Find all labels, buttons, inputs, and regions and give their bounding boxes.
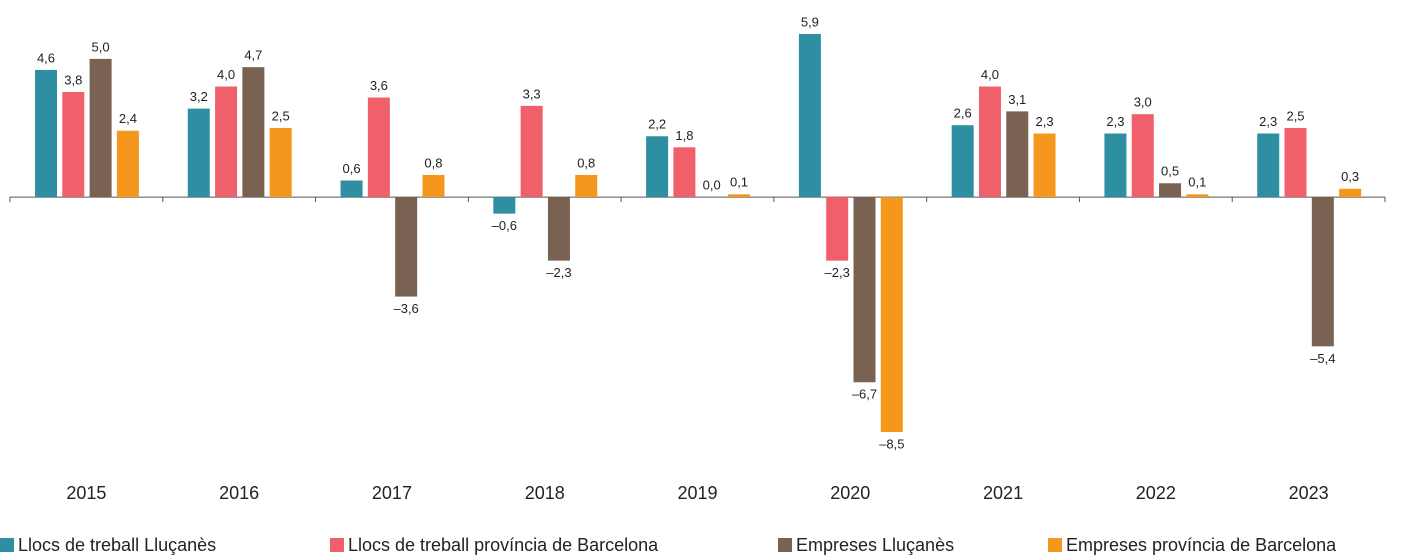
legend-swatch (0, 538, 14, 552)
value-label: –5,4 (1310, 351, 1335, 366)
value-label: 5,0 (92, 39, 110, 54)
value-label: 3,3 (523, 86, 541, 101)
bar (1006, 111, 1029, 198)
bar (340, 180, 363, 198)
bar (215, 86, 238, 198)
bar (728, 194, 751, 198)
value-label: 0,1 (1188, 175, 1206, 190)
value-label: –2,3 (825, 265, 850, 280)
bar (89, 58, 112, 198)
value-label: 0,8 (577, 155, 595, 170)
x-tick-label: 2021 (983, 483, 1023, 503)
value-label: –3,6 (393, 301, 418, 316)
value-label: 4,6 (37, 50, 55, 65)
value-label: 0,5 (1161, 164, 1179, 179)
bar (395, 197, 418, 297)
value-label: –8,5 (879, 436, 904, 451)
value-label: 0,0 (703, 178, 721, 193)
value-label: 3,0 (1134, 95, 1152, 110)
x-tick-label: 2015 (66, 483, 106, 503)
bar (1339, 188, 1362, 198)
x-tick-label: 2017 (372, 483, 412, 503)
value-label: 2,2 (648, 117, 666, 132)
bar (1311, 197, 1334, 347)
bar (1284, 127, 1307, 198)
legend-label: Llocs de treball província de Barcelona (348, 535, 659, 555)
bar (1257, 133, 1280, 198)
bar (1159, 183, 1182, 198)
bar (1033, 133, 1056, 198)
bar (422, 174, 445, 198)
x-tick-label: 2022 (1136, 483, 1176, 503)
value-label: –6,7 (852, 387, 877, 402)
bar (547, 197, 570, 261)
bar (62, 92, 85, 198)
value-label: 4,7 (244, 48, 262, 63)
x-tick-label: 2019 (677, 483, 717, 503)
bar (1131, 114, 1154, 198)
bar (646, 136, 669, 198)
value-label: 3,1 (1008, 92, 1026, 107)
value-label: 3,6 (370, 78, 388, 93)
bar (978, 86, 1001, 198)
x-tick-label: 2020 (830, 483, 870, 503)
bar (826, 197, 849, 261)
bar (673, 147, 696, 198)
bar (853, 197, 876, 383)
legend-swatch (1048, 538, 1062, 552)
bar (1186, 194, 1209, 198)
legend-label: Llocs de treball Lluçanès (18, 535, 216, 555)
value-label: 3,2 (190, 89, 208, 104)
bar (880, 197, 903, 432)
value-label: 0,1 (730, 175, 748, 190)
value-label: 0,8 (424, 155, 442, 170)
bar (269, 127, 292, 198)
value-label: 4,0 (981, 67, 999, 82)
value-label: 2,3 (1036, 114, 1054, 129)
bar (187, 108, 210, 198)
bar (35, 69, 57, 198)
value-label: 2,3 (1259, 114, 1277, 129)
value-label: 2,5 (272, 108, 290, 123)
x-tick-label: 2016 (219, 483, 259, 503)
bar (951, 125, 974, 198)
value-label: 2,4 (119, 111, 137, 126)
legend-swatch (778, 538, 792, 552)
x-tick-label: 2018 (525, 483, 565, 503)
bar (493, 197, 516, 214)
legend-swatch (330, 538, 344, 552)
legend-label: Empreses província de Barcelona (1066, 535, 1337, 555)
value-label: 2,5 (1286, 108, 1304, 123)
legend-label: Empreses Lluçanès (796, 535, 954, 555)
value-label: –2,3 (546, 265, 571, 280)
bar (520, 105, 543, 198)
value-label: 3,8 (64, 72, 82, 87)
bar (116, 130, 139, 198)
value-label: 4,0 (217, 67, 235, 82)
value-label: 0,6 (343, 161, 361, 176)
value-label: 0,3 (1341, 169, 1359, 184)
bar (242, 67, 265, 198)
x-tick-label: 2023 (1289, 483, 1329, 503)
bar (1104, 133, 1127, 198)
bar (798, 34, 821, 198)
bar (575, 174, 598, 198)
value-label: –0,6 (492, 218, 517, 233)
value-label: 5,9 (801, 14, 819, 29)
value-label: 2,6 (954, 106, 972, 121)
bar (367, 97, 390, 198)
value-label: 1,8 (675, 128, 693, 143)
value-label: 2,3 (1106, 114, 1124, 129)
